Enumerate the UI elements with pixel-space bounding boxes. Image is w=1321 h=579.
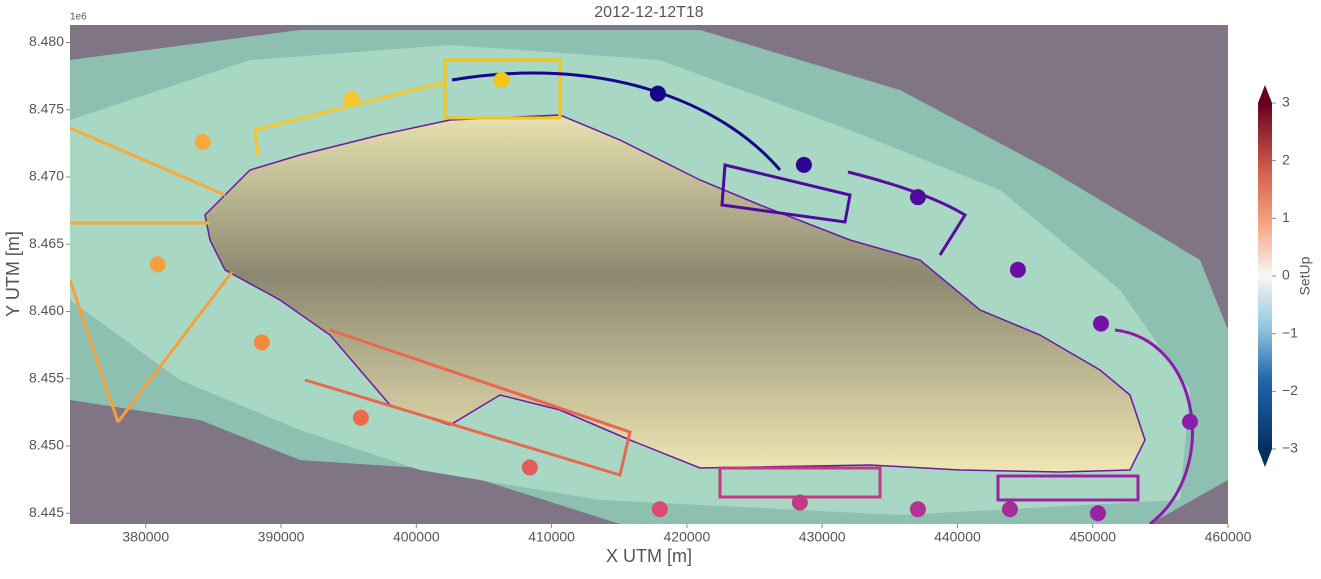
station-point xyxy=(795,156,812,173)
y-tick-label: 8.460 xyxy=(29,302,64,318)
station-point xyxy=(149,256,166,273)
station-point xyxy=(253,334,270,351)
station-point xyxy=(649,85,666,102)
station-point xyxy=(194,134,211,151)
station-point xyxy=(791,494,808,511)
y-tick-label: 8.470 xyxy=(29,168,64,184)
station-point xyxy=(521,459,538,476)
map-background xyxy=(70,25,1228,524)
x-tick-label: 430000 xyxy=(799,529,846,545)
colorbar xyxy=(1258,103,1272,449)
x-tick-label: 460000 xyxy=(1205,529,1252,545)
colorbar-label: SetUp xyxy=(1297,256,1313,295)
colorbar-tick-label: 1 xyxy=(1282,209,1290,225)
station-point xyxy=(909,189,926,206)
y-tick-label: 8.475 xyxy=(29,100,64,116)
y-tick-label: 8.455 xyxy=(29,369,64,385)
colorbar-extend xyxy=(1258,449,1272,467)
x-tick-label: 410000 xyxy=(528,529,575,545)
y-tick-label: 8.480 xyxy=(29,33,64,49)
colorbar-tick-label: 3 xyxy=(1282,94,1290,110)
colorbar-tick-label: 0 xyxy=(1282,267,1290,283)
station-point xyxy=(651,501,668,518)
station-point xyxy=(1001,501,1018,518)
x-tick-label: 420000 xyxy=(664,529,711,545)
x-tick-label: 400000 xyxy=(393,529,440,545)
x-tick-label: 380000 xyxy=(122,529,169,545)
colorbar-tick-label: 2 xyxy=(1282,151,1290,167)
y-axis-label: Y UTM [m] xyxy=(3,231,23,317)
chart-title: 2012-12-12T18 xyxy=(594,4,704,21)
colorbar-tick-label: −1 xyxy=(1282,324,1298,340)
station-point xyxy=(1009,261,1026,278)
y-tick-label: 8.450 xyxy=(29,437,64,453)
station-point xyxy=(909,501,926,518)
x-tick-label: 440000 xyxy=(934,529,981,545)
axis-offset: 1e6 xyxy=(70,12,87,23)
station-point xyxy=(493,72,510,89)
station-point xyxy=(1092,315,1109,332)
station-point xyxy=(1181,413,1198,430)
x-axis-label: X UTM [m] xyxy=(606,546,692,566)
station-point xyxy=(1089,505,1106,522)
y-tick-label: 8.445 xyxy=(29,504,64,520)
colorbar-tick-label: −3 xyxy=(1282,440,1298,456)
colorbar-extend xyxy=(1258,85,1272,103)
station-point xyxy=(343,90,360,107)
x-tick-label: 390000 xyxy=(258,529,305,545)
colorbar-tick-label: −2 xyxy=(1282,382,1298,398)
station-point xyxy=(352,409,369,426)
y-tick-label: 8.465 xyxy=(29,235,64,251)
x-tick-label: 450000 xyxy=(1069,529,1116,545)
